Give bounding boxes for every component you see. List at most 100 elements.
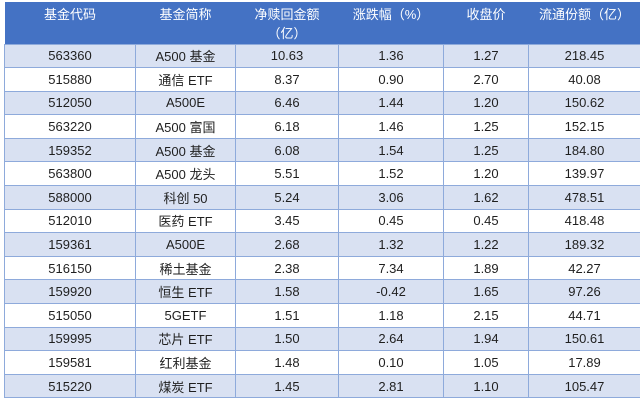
table-cell[interactable]: 0.45 <box>338 208 444 234</box>
column-header[interactable]: 流通份额（亿） <box>528 2 640 44</box>
table-cell[interactable]: 418.48 <box>528 208 640 234</box>
table-cell[interactable]: 10.63 <box>235 43 339 69</box>
table-cell[interactable]: 512010 <box>4 208 136 234</box>
table-cell[interactable]: 184.80 <box>528 137 640 163</box>
table-cell[interactable]: 1.36 <box>338 43 444 69</box>
table-cell[interactable]: 6.18 <box>235 114 339 139</box>
table-cell[interactable]: 1.48 <box>235 350 339 375</box>
table-cell[interactable]: 0.45 <box>443 208 529 234</box>
table-cell[interactable]: 恒生 ETF <box>135 279 236 305</box>
table-cell[interactable]: 医药 ETF <box>135 208 236 234</box>
table-cell[interactable]: 稀土基金 <box>135 255 236 281</box>
table-cell[interactable]: 1.46 <box>338 114 444 139</box>
table-cell[interactable]: 97.26 <box>528 279 640 305</box>
table-cell[interactable]: 1.22 <box>443 232 529 257</box>
table-cell[interactable]: 1.52 <box>338 161 444 187</box>
table-cell[interactable]: 1.54 <box>338 137 444 163</box>
table-cell[interactable]: 152.15 <box>528 114 640 139</box>
table-cell[interactable]: 159581 <box>4 350 136 375</box>
table-cell[interactable]: 44.71 <box>528 303 640 328</box>
table-cell[interactable]: 3.06 <box>338 185 444 210</box>
table-cell[interactable]: 563360 <box>4 43 136 69</box>
table-cell[interactable]: 芯片 ETF <box>135 326 236 352</box>
table-body: 563360 A500 基金 10.63 1.36 1.27 218.45 515880 通信… <box>4 43 640 399</box>
table-cell[interactable]: 煤炭 ETF <box>135 373 236 399</box>
table-cell[interactable]: 159361 <box>4 232 136 257</box>
table-cell[interactable]: 3.45 <box>235 208 339 234</box>
table-cell[interactable]: 159920 <box>4 279 136 305</box>
table-cell[interactable]: 512050 <box>4 90 136 116</box>
table-cell[interactable]: 1.18 <box>338 303 444 328</box>
table-cell[interactable]: 1.89 <box>443 255 529 281</box>
table-cell[interactable]: 2.38 <box>235 255 339 281</box>
table-cell[interactable]: A500E <box>135 232 236 257</box>
table-cell[interactable]: 1.62 <box>443 185 529 210</box>
table-cell[interactable]: 2.70 <box>443 67 529 92</box>
table-cell[interactable]: 515050 <box>4 303 136 328</box>
table-cell[interactable]: 5.51 <box>235 161 339 187</box>
table-cell[interactable]: 1.51 <box>235 303 339 328</box>
table-cell[interactable]: 1.20 <box>443 90 529 116</box>
table-row: 159920 恒生 ETF 1.58 -0.42 1.65 97.26 <box>4 279 640 305</box>
spreadsheet-canvas: 基金代码 基金简称 净赎回金额 （亿） 涨跌幅（%） 收盘价 流通份额（亿） 563360… <box>4 2 640 399</box>
table-cell[interactable]: 1.20 <box>443 161 529 187</box>
table-cell[interactable]: 2.68 <box>235 232 339 257</box>
table-cell[interactable]: 150.61 <box>528 326 640 352</box>
table-cell[interactable]: 5.24 <box>235 185 339 210</box>
table-cell[interactable]: 218.45 <box>528 43 640 69</box>
table-cell[interactable]: 516150 <box>4 255 136 281</box>
table-cell[interactable]: 1.10 <box>443 373 529 399</box>
table-cell[interactable]: A500 龙头 <box>135 161 236 187</box>
table-cell[interactable]: 159352 <box>4 137 136 163</box>
column-header[interactable]: 收盘价 <box>443 2 529 44</box>
table-cell[interactable]: A500 富国 <box>135 114 236 139</box>
table-cell[interactable]: 6.46 <box>235 90 339 116</box>
table-cell[interactable]: 42.27 <box>528 255 640 281</box>
table-cell[interactable]: 1.44 <box>338 90 444 116</box>
table-cell[interactable]: 1.25 <box>443 114 529 139</box>
table-cell[interactable]: 563800 <box>4 161 136 187</box>
table-cell[interactable]: 1.50 <box>235 326 339 352</box>
table-cell[interactable]: 2.64 <box>338 326 444 352</box>
table-cell[interactable]: 1.58 <box>235 279 339 305</box>
table-cell[interactable]: 2.81 <box>338 373 444 399</box>
table-row: 159361 A500E 2.68 1.32 1.22 189.32 <box>4 232 640 257</box>
table-cell[interactable]: 1.45 <box>235 373 339 399</box>
column-header[interactable]: 基金代码 <box>4 2 136 44</box>
column-header[interactable]: 净赎回金额 （亿） <box>235 2 339 44</box>
table-cell[interactable]: -0.42 <box>338 279 444 305</box>
table-cell[interactable]: 478.51 <box>528 185 640 210</box>
table-cell[interactable]: 588000 <box>4 185 136 210</box>
table-cell[interactable]: 1.27 <box>443 43 529 69</box>
table-cell[interactable]: 1.25 <box>443 137 529 163</box>
table-cell[interactable]: 0.10 <box>338 350 444 375</box>
table-cell[interactable]: 189.32 <box>528 232 640 257</box>
table-cell[interactable]: 105.47 <box>528 373 640 399</box>
table-cell[interactable]: 1.94 <box>443 326 529 352</box>
table-cell[interactable]: 红利基金 <box>135 350 236 375</box>
table-cell[interactable]: 515220 <box>4 373 136 399</box>
table-cell[interactable]: 2.15 <box>443 303 529 328</box>
table-cell[interactable]: 159995 <box>4 326 136 352</box>
table-cell[interactable]: 6.08 <box>235 137 339 163</box>
table-cell[interactable]: A500E <box>135 90 236 116</box>
table-cell[interactable]: 139.97 <box>528 161 640 187</box>
table-cell[interactable]: 通信 ETF <box>135 67 236 92</box>
table-cell[interactable]: 563220 <box>4 114 136 139</box>
table-cell[interactable]: 科创 50 <box>135 185 236 210</box>
column-header[interactable]: 基金简称 <box>135 2 236 44</box>
column-header[interactable]: 涨跌幅（%） <box>338 2 444 44</box>
table-cell[interactable]: 0.90 <box>338 67 444 92</box>
table-cell[interactable]: 40.08 <box>528 67 640 92</box>
table-cell[interactable]: 150.62 <box>528 90 640 116</box>
table-cell[interactable]: 1.65 <box>443 279 529 305</box>
table-cell[interactable]: 1.05 <box>443 350 529 375</box>
table-cell[interactable]: A500 基金 <box>135 137 236 163</box>
table-cell[interactable]: 5GETF <box>135 303 236 328</box>
table-cell[interactable]: 8.37 <box>235 67 339 92</box>
table-cell[interactable]: A500 基金 <box>135 43 236 69</box>
table-cell[interactable]: 17.89 <box>528 350 640 375</box>
table-cell[interactable]: 515880 <box>4 67 136 92</box>
table-cell[interactable]: 1.32 <box>338 232 444 257</box>
table-cell[interactable]: 7.34 <box>338 255 444 281</box>
